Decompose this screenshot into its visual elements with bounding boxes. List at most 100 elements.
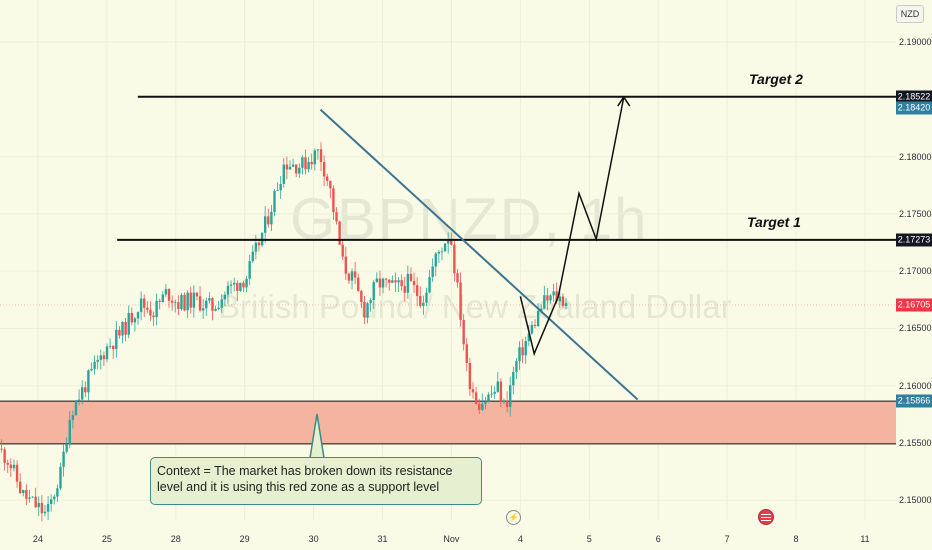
candle-body bbox=[236, 282, 239, 291]
calendar-event-icon[interactable] bbox=[758, 509, 774, 525]
currency-badge[interactable]: NZD bbox=[896, 5, 924, 23]
candle-body bbox=[505, 400, 509, 407]
candle-body bbox=[527, 333, 531, 342]
candle-body bbox=[232, 282, 236, 285]
candle-body bbox=[332, 188, 335, 213]
candle-body bbox=[146, 307, 149, 310]
candle-body bbox=[108, 345, 112, 347]
candle-body bbox=[220, 299, 223, 308]
candle-body bbox=[515, 361, 518, 372]
candle-body bbox=[288, 166, 292, 170]
candle-body bbox=[319, 149, 323, 162]
candle-body bbox=[223, 294, 227, 300]
candle-body bbox=[254, 242, 258, 252]
candle-body bbox=[384, 278, 388, 280]
candle-body bbox=[239, 282, 242, 291]
candle-body bbox=[536, 310, 540, 327]
candle-body bbox=[484, 401, 487, 404]
candle-body bbox=[273, 190, 276, 212]
candle-body bbox=[431, 266, 434, 278]
time-tick-label: 5 bbox=[586, 534, 592, 544]
candle-body bbox=[372, 282, 375, 300]
candle-body bbox=[474, 392, 478, 404]
candle-body bbox=[530, 324, 534, 334]
candle-body bbox=[533, 324, 537, 327]
candle-body bbox=[481, 403, 484, 410]
candle-body bbox=[462, 320, 465, 345]
candle-body bbox=[3, 449, 6, 463]
candle-body bbox=[518, 347, 521, 362]
candle-body bbox=[68, 419, 71, 445]
candle-body bbox=[112, 345, 115, 350]
candle-body bbox=[267, 216, 270, 225]
candle-body bbox=[49, 499, 53, 504]
context-note[interactable]: Context = The market has broken down its… bbox=[150, 457, 482, 505]
candle-body bbox=[434, 253, 437, 267]
candle-body bbox=[428, 277, 431, 293]
candle-body bbox=[189, 292, 192, 308]
candle-body bbox=[245, 278, 248, 288]
price-tag: 2.18420 bbox=[896, 101, 932, 115]
price-tick-label: 2.19000 bbox=[899, 37, 932, 48]
candle-body bbox=[0, 448, 3, 450]
time-tick-label: 8 bbox=[793, 534, 799, 544]
candle-body bbox=[118, 329, 121, 336]
candle-body bbox=[270, 211, 273, 225]
candle-body bbox=[549, 295, 552, 301]
candle-body bbox=[9, 464, 13, 469]
price-tag: 2.17273 bbox=[896, 233, 932, 247]
candle-body bbox=[248, 261, 251, 279]
candle-body bbox=[139, 298, 143, 313]
candle-body bbox=[425, 292, 428, 303]
candle-body bbox=[453, 244, 456, 274]
candle-body bbox=[186, 292, 189, 311]
candle-body bbox=[403, 286, 406, 293]
lightning-icon[interactable]: ⚡ bbox=[506, 510, 521, 525]
price-tick-label: 2.17500 bbox=[899, 208, 932, 219]
support-zone bbox=[0, 401, 896, 444]
price-tick-label: 2.18000 bbox=[899, 151, 932, 162]
candle-body bbox=[90, 368, 93, 371]
candle-body bbox=[6, 462, 9, 465]
candle-body bbox=[152, 315, 155, 318]
candle-body bbox=[12, 464, 16, 469]
candle-body bbox=[62, 451, 65, 467]
price-tick-label: 2.16500 bbox=[899, 323, 932, 334]
price-tick-label: 2.16000 bbox=[899, 380, 932, 391]
candle-body bbox=[71, 415, 75, 420]
candle-body bbox=[493, 391, 496, 394]
candle-body bbox=[25, 489, 28, 499]
candle-body bbox=[499, 381, 503, 403]
candle-body bbox=[502, 400, 506, 403]
candle-body bbox=[198, 296, 202, 311]
candle-body bbox=[381, 278, 385, 288]
candle-body bbox=[46, 503, 50, 512]
candle-body bbox=[326, 176, 329, 181]
candle-body bbox=[77, 399, 81, 401]
price-tick-label: 2.15000 bbox=[899, 495, 932, 506]
candle-body bbox=[105, 346, 109, 360]
candle-body bbox=[167, 289, 171, 301]
candle-body bbox=[124, 321, 127, 335]
candle-body bbox=[446, 239, 450, 244]
time-tick-label: 24 bbox=[32, 534, 43, 544]
candle-body bbox=[471, 389, 475, 393]
candle-body bbox=[366, 303, 369, 318]
candle-body bbox=[282, 164, 285, 185]
candle-body bbox=[347, 273, 351, 281]
candle-body bbox=[99, 355, 102, 360]
candle-body bbox=[130, 312, 134, 323]
candle-body bbox=[440, 251, 444, 253]
candle-body bbox=[201, 308, 205, 311]
candle-body bbox=[459, 282, 462, 321]
candle-body bbox=[195, 292, 199, 297]
candle-body bbox=[136, 312, 140, 319]
symbol-watermark: GBPNZD, 1h bbox=[290, 187, 649, 252]
candle-body bbox=[400, 280, 403, 287]
candle-body bbox=[468, 362, 472, 390]
candle-body bbox=[28, 497, 31, 499]
candle-body bbox=[335, 212, 338, 222]
target-1-label: Target 1 bbox=[747, 214, 801, 230]
